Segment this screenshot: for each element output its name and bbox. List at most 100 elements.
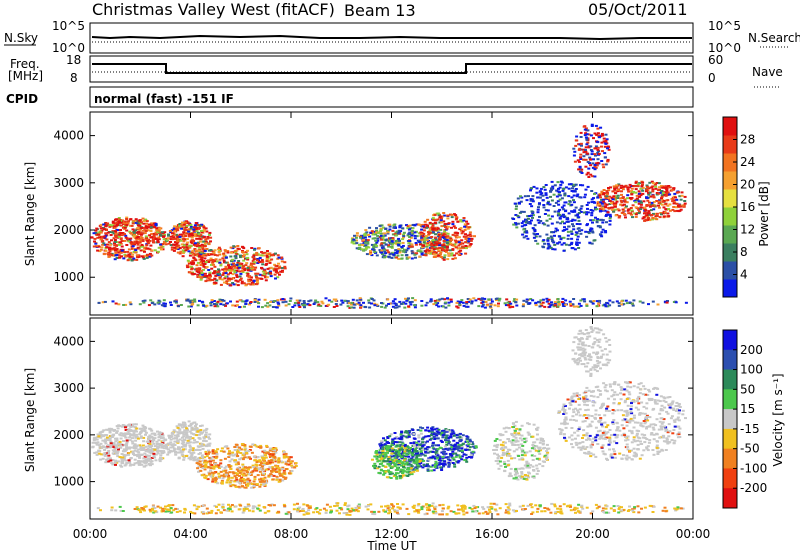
power-echo — [186, 241, 189, 244]
power-echo — [380, 305, 384, 308]
power-echo — [114, 244, 118, 247]
power-echo — [260, 266, 263, 269]
power-echo — [201, 273, 205, 276]
power-echo — [578, 196, 582, 199]
power-echo — [518, 211, 522, 214]
power-echo — [136, 243, 140, 246]
noise-right-tick-bottom: 10^0 — [708, 41, 741, 55]
velocity-echo — [206, 466, 210, 469]
power-echo — [185, 229, 189, 232]
power-echo — [124, 303, 128, 306]
power-echo — [561, 220, 564, 223]
power-echo — [612, 185, 616, 188]
power-echo — [148, 255, 152, 258]
velocity-echo — [101, 445, 105, 448]
power-echo — [526, 237, 530, 240]
station-title: Christmas Valley West (fitACF) — [92, 0, 335, 19]
power-echo — [545, 297, 549, 300]
velocity-echo — [214, 481, 218, 484]
power-echo — [316, 304, 320, 307]
power-echo — [142, 257, 146, 260]
power-echo — [418, 255, 422, 258]
power-echo — [519, 200, 523, 203]
power-echo — [148, 248, 152, 251]
power-echo — [283, 261, 287, 264]
power-echo — [494, 297, 498, 300]
power-echo — [197, 269, 201, 272]
power-echo — [141, 238, 145, 241]
power-echo — [257, 247, 261, 250]
power-echo — [647, 212, 651, 215]
power-echo — [110, 231, 114, 234]
velocity-echo — [287, 463, 291, 466]
power-echo — [256, 272, 260, 275]
velocity-echo — [243, 448, 247, 451]
power-echo — [683, 202, 687, 205]
power-echo — [382, 238, 386, 241]
power-echo — [156, 231, 160, 234]
power-echo — [461, 242, 465, 245]
velocity-echo — [122, 448, 126, 451]
power-echo — [426, 231, 430, 234]
power-echo — [438, 247, 442, 249]
velocity-echo — [278, 478, 282, 481]
power-echo — [616, 189, 620, 191]
power-echo — [601, 150, 604, 153]
velocity-echo — [272, 458, 276, 461]
velocity-echo — [211, 452, 215, 455]
freq-line — [92, 63, 692, 74]
power-echo — [541, 298, 545, 301]
velocity-echo — [91, 441, 95, 444]
power-echo — [464, 246, 468, 249]
power-echo — [189, 224, 193, 226]
power-echo — [224, 261, 228, 264]
power-echo — [398, 251, 402, 254]
power-echo — [528, 302, 532, 305]
power-echo — [194, 249, 198, 252]
power-echo — [600, 206, 604, 209]
power-echo — [578, 223, 582, 226]
power-echo — [433, 299, 437, 302]
power-echo — [422, 229, 426, 232]
power-echo — [591, 219, 595, 222]
velocity-echo — [212, 467, 216, 470]
power-echo — [110, 254, 114, 257]
power-echo — [334, 303, 338, 305]
power-echo — [651, 205, 655, 207]
velocity-echo — [144, 427, 148, 430]
velocity-echo — [191, 457, 195, 460]
power-echo — [375, 241, 379, 244]
power-echo — [560, 243, 564, 246]
power-echo — [204, 242, 207, 245]
power-echo — [451, 223, 455, 226]
power-echo — [146, 226, 150, 229]
velocity-echo — [204, 452, 208, 455]
power-echo — [553, 248, 557, 251]
velocity-echo — [140, 429, 144, 432]
power-echo — [465, 301, 469, 304]
power-echo — [199, 255, 203, 258]
power-echo — [204, 254, 208, 257]
velocity-echo — [178, 451, 182, 454]
velocity-echo — [203, 461, 206, 464]
power-echo — [229, 272, 232, 275]
velocity-echo — [159, 449, 163, 452]
power-echo — [131, 247, 134, 250]
power-echo — [120, 234, 124, 237]
power-echo — [324, 297, 328, 300]
velocity-echo — [104, 442, 108, 445]
velocity-echo — [96, 433, 100, 436]
power-echo — [103, 243, 107, 246]
power-echo — [392, 241, 395, 244]
power-echo — [198, 299, 201, 302]
velocity-echoes — [91, 326, 687, 516]
power-echo — [136, 222, 140, 225]
power-echo — [190, 251, 194, 254]
power-echo — [197, 237, 201, 240]
velocity-echo — [124, 433, 128, 436]
power-echo — [355, 232, 359, 235]
power-echo — [278, 266, 282, 269]
velocity-echo — [197, 453, 201, 455]
velocity-echo — [196, 428, 200, 431]
velocity-echo — [247, 468, 250, 471]
